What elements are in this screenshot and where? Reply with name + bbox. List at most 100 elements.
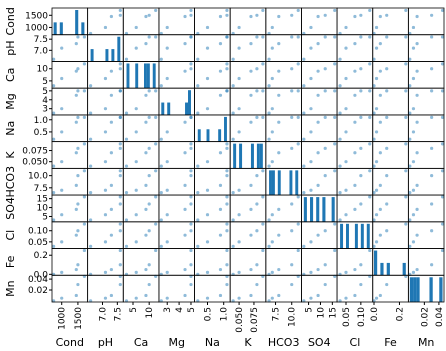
y-tick-label: 0.02 [28, 286, 48, 296]
cell-frame [301, 167, 338, 196]
point [189, 169, 193, 173]
point [134, 188, 138, 192]
point [261, 222, 265, 226]
point [430, 115, 434, 119]
y-tick-label: 10 [37, 65, 49, 75]
point [316, 42, 320, 46]
point [404, 222, 408, 226]
point [109, 267, 113, 272]
point [60, 130, 64, 134]
point [205, 240, 210, 244]
point [165, 240, 169, 244]
point [261, 195, 265, 199]
point [323, 282, 327, 287]
point [309, 130, 313, 134]
point [165, 213, 169, 217]
point [103, 130, 108, 134]
point [218, 14, 223, 19]
point [183, 207, 187, 211]
point [408, 111, 412, 115]
point [89, 111, 93, 115]
point [290, 67, 294, 71]
histogram-bar [81, 22, 85, 35]
point [205, 270, 210, 275]
point [411, 213, 416, 217]
point [374, 213, 379, 217]
point [302, 111, 306, 115]
y-axis-name: SO4 [4, 197, 17, 220]
histogram-bar [90, 49, 94, 62]
cell-frame [122, 34, 160, 62]
y-tick-label: 15 [37, 195, 48, 205]
point [118, 146, 122, 150]
cell-frame [229, 194, 267, 223]
point [270, 25, 274, 30]
cell-frame [372, 7, 409, 36]
point [302, 84, 306, 88]
histogram-bar [310, 197, 314, 222]
histogram-bar [146, 63, 150, 89]
point [196, 84, 200, 88]
point [82, 62, 86, 66]
point [159, 137, 163, 141]
point [134, 46, 138, 50]
point [154, 248, 158, 253]
point [218, 207, 223, 211]
point [296, 142, 300, 146]
point [189, 248, 193, 253]
cell-frame [301, 7, 338, 36]
point [338, 218, 342, 222]
point [353, 267, 357, 272]
histogram-bar [111, 49, 115, 62]
point [302, 164, 306, 168]
cell-frame [158, 167, 195, 196]
cell-frame [87, 221, 124, 249]
point [159, 244, 163, 248]
point [74, 233, 78, 237]
point [255, 115, 259, 119]
point [237, 296, 241, 300]
point [89, 31, 93, 36]
point [359, 202, 363, 206]
cell-frame [336, 274, 374, 303]
point [60, 296, 64, 300]
point [218, 293, 223, 298]
point [338, 31, 342, 36]
histogram-bar [366, 223, 370, 249]
point [225, 169, 229, 173]
histogram-bar [271, 170, 275, 196]
point [296, 195, 300, 199]
cell-frame [265, 61, 302, 89]
point [124, 244, 129, 248]
point [189, 8, 193, 13]
point [189, 62, 193, 66]
y-tick-label: 0.2 [34, 251, 48, 261]
x-tick-label: 5 [187, 307, 197, 313]
y-tick-label: 1.0 [34, 116, 49, 126]
point [255, 13, 259, 17]
point [261, 115, 265, 119]
histogram-bar [75, 10, 79, 35]
point [118, 202, 122, 206]
cell-frame [372, 87, 409, 116]
point [344, 213, 348, 217]
point [296, 35, 300, 39]
point [205, 160, 210, 164]
point [249, 120, 253, 124]
point [408, 244, 412, 248]
point [74, 207, 78, 211]
histogram-bar [303, 197, 307, 222]
point [225, 62, 229, 66]
point [378, 120, 382, 124]
point [261, 248, 265, 253]
point [154, 89, 158, 93]
point [404, 62, 408, 66]
point [385, 146, 389, 150]
point [76, 89, 80, 93]
point [359, 115, 363, 119]
point [237, 46, 241, 50]
point [277, 293, 281, 298]
point [302, 191, 306, 195]
point [60, 213, 64, 217]
cell-frame [158, 114, 195, 143]
